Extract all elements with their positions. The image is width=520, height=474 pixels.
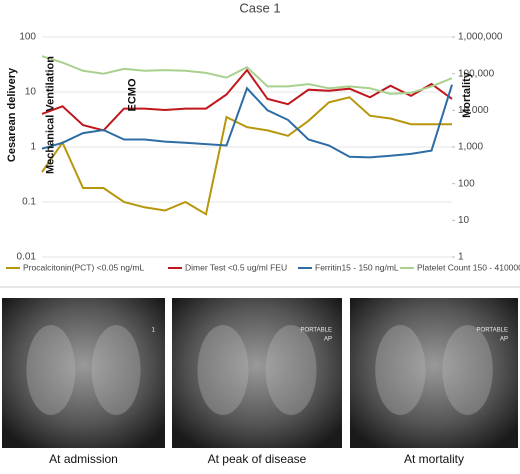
xray-image	[172, 298, 342, 448]
y2-tick-label: 1	[458, 252, 464, 263]
annotation: ECMO	[126, 78, 138, 111]
y2-tick-label: 1,000	[458, 142, 483, 153]
annotation: Mortality	[461, 71, 473, 118]
lung	[91, 325, 141, 415]
legend-label: Ferritin15 - 150 ng/mL	[315, 262, 399, 272]
xray-image	[350, 298, 518, 448]
y-tick-label: 100	[19, 32, 36, 43]
legend-label: Platelet Count 150 - 410000/uL	[417, 262, 520, 272]
legend-label: Dimer Test <0.5 ug/ml FEU	[185, 262, 287, 272]
xray-image	[2, 298, 165, 448]
annotation: Mechanical Ventilation	[44, 56, 56, 174]
image-caption: At mortality	[404, 452, 464, 466]
y2-tick-label: 10,000	[458, 105, 489, 116]
lung	[442, 325, 493, 415]
lung	[265, 325, 317, 415]
series-line	[41, 55, 453, 95]
series-line	[41, 96, 452, 216]
y2-tick-label: 10	[458, 215, 470, 226]
y-tick-label: 1	[30, 142, 36, 153]
y-tick-label: 0.01	[17, 252, 37, 263]
y-tick-label: 0.1	[22, 197, 36, 208]
y2-tick-label: 100	[458, 178, 475, 189]
image-tag: 1	[152, 328, 156, 334]
y-tick-label: 10	[25, 87, 37, 98]
annotation: Cesarean delivery	[6, 67, 18, 162]
series-line	[41, 84, 453, 159]
image-tag: PORTABLE	[301, 328, 332, 334]
series-line	[41, 68, 453, 132]
chart-title: Case 1	[239, 0, 280, 15]
image-tag: AP	[500, 337, 508, 343]
image-caption: At admission	[49, 452, 118, 466]
lung	[375, 325, 426, 415]
y2-tick-label: 1,000,000	[458, 32, 503, 43]
lung	[197, 325, 249, 415]
lung	[26, 325, 76, 415]
legend-label: Procalcitonin(PCT) <0.05 ng/mL	[23, 262, 144, 272]
image-caption: At peak of disease	[208, 452, 307, 466]
y2-tick-label: 100,000	[458, 68, 495, 79]
image-tag: AP	[324, 337, 332, 343]
image-tag: PORTABLE	[477, 328, 508, 334]
